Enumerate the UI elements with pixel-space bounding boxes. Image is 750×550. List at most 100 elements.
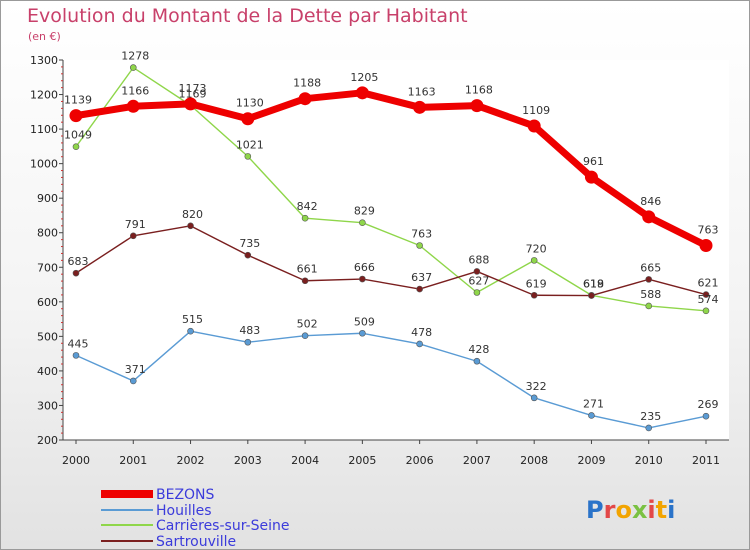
series-line-4	[75, 225, 707, 297]
data-label: 371	[125, 363, 146, 376]
data-point	[359, 329, 366, 337]
x-tick-label: 2001	[119, 454, 147, 467]
data-label: 483	[239, 324, 260, 337]
data-label: 820	[182, 208, 203, 221]
data-label: 502	[297, 318, 318, 331]
data-point	[184, 97, 198, 111]
data-point	[72, 269, 80, 277]
data-point	[416, 242, 423, 249]
x-tick-label: 2007	[463, 454, 491, 467]
legend-label-4: Sartrouville	[156, 534, 236, 549]
data-label: 574	[698, 293, 719, 306]
data-label: 720	[526, 242, 547, 255]
data-point	[359, 219, 366, 227]
data-label: 478	[411, 326, 432, 339]
data-label: 1130	[236, 97, 264, 110]
data-point	[645, 424, 653, 432]
data-label: 688	[468, 253, 489, 266]
data-label: 842	[297, 200, 318, 213]
data-point	[413, 100, 427, 114]
data-label: 665	[640, 261, 661, 274]
data-label: 1049	[64, 129, 92, 142]
data-point	[126, 99, 140, 113]
data-point	[241, 112, 255, 126]
y-tick-label: 1200	[30, 89, 58, 102]
data-point	[69, 109, 83, 123]
y-tick-label: 400	[37, 365, 58, 378]
data-label: 735	[239, 237, 260, 250]
data-point	[301, 332, 309, 339]
data-label: 1166	[121, 84, 149, 97]
y-tick-label: 1000	[30, 158, 58, 171]
data-label: 269	[698, 398, 719, 411]
data-label: 1109	[522, 104, 550, 117]
data-point	[359, 275, 366, 283]
data-point	[530, 257, 538, 264]
data-point	[645, 276, 653, 283]
data-label: 829	[354, 205, 375, 218]
data-label: 1173	[179, 82, 207, 95]
y-tick-label: 200	[37, 434, 58, 447]
data-label: 445	[68, 337, 89, 350]
data-point	[301, 277, 309, 285]
data-label: 322	[526, 380, 547, 393]
chart-title: Evolution du Montant de la Dette par Hab…	[27, 5, 468, 27]
data-label: 588	[640, 288, 661, 301]
data-point	[642, 210, 656, 224]
data-label: 509	[354, 315, 375, 328]
data-label: 683	[68, 255, 89, 268]
y-tick-label: 900	[37, 192, 58, 205]
data-point	[416, 340, 423, 348]
data-label: 627	[468, 274, 489, 287]
legend-label-1: BEZONS	[156, 487, 215, 503]
plot-area	[63, 60, 729, 440]
data-point	[187, 222, 194, 230]
data-point	[301, 214, 309, 222]
legend-label-3: Carrières-sur-Seine	[156, 518, 290, 534]
data-label: 1163	[408, 85, 436, 98]
series-line-2	[75, 330, 707, 429]
data-label: 666	[354, 261, 375, 274]
data-label: 618	[583, 278, 604, 291]
x-tick-label: 2004	[291, 454, 319, 467]
x-tick-label: 2006	[406, 454, 434, 467]
data-label: 1021	[236, 138, 264, 151]
data-point	[473, 268, 481, 275]
data-point	[470, 99, 484, 113]
y-tick-label: 500	[37, 330, 58, 343]
data-label: 1169	[179, 87, 207, 100]
data-label: 621	[698, 277, 719, 290]
data-point	[244, 153, 252, 160]
data-point	[187, 327, 194, 335]
data-point	[584, 170, 598, 184]
data-label: 1139	[64, 94, 92, 107]
data-point	[702, 412, 710, 420]
data-label: 791	[125, 218, 146, 231]
x-tick-label: 2009	[577, 454, 605, 467]
x-tick-label: 2011	[692, 454, 720, 467]
y-tick-label: 600	[37, 296, 58, 309]
data-label: 846	[640, 195, 661, 208]
y-tick-label: 800	[37, 227, 58, 240]
series-line-3	[75, 66, 707, 312]
data-point	[129, 232, 137, 240]
data-label: 428	[468, 343, 489, 356]
data-point	[527, 119, 541, 133]
data-label: 271	[583, 397, 604, 410]
data-label: 235	[640, 410, 661, 423]
data-label: 619	[526, 277, 547, 290]
x-tick-label: 2003	[234, 454, 262, 467]
y-tick-label: 1100	[30, 123, 58, 136]
data-label: 619	[583, 277, 604, 290]
data-point	[588, 412, 595, 419]
data-point	[72, 352, 80, 359]
data-point	[645, 302, 653, 310]
data-label: 1278	[121, 50, 149, 63]
data-point	[473, 357, 481, 365]
data-point	[72, 143, 80, 151]
y-tick-label: 700	[37, 261, 58, 274]
data-label: 763	[411, 228, 432, 241]
y-tick-label: 300	[37, 399, 58, 412]
